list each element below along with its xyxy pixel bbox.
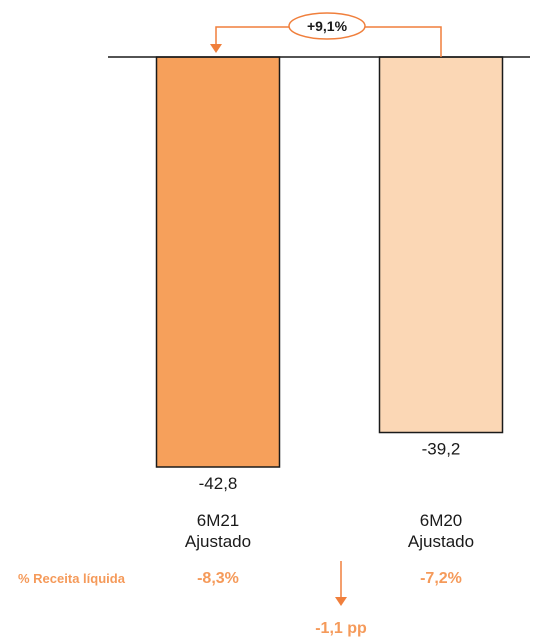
- pct-receita-value: -8,3%: [197, 570, 239, 587]
- category-label: 6M20: [420, 511, 463, 530]
- pp-diff-annotation: -1,1 pp: [315, 561, 367, 637]
- growth-annotation: +9,1%: [210, 12, 442, 57]
- pct-receita-row: % Receita líquida -8,3% -7,2%: [18, 570, 462, 587]
- pp-arrow-head: [335, 597, 347, 606]
- pct-receita-title: % Receita líquida: [18, 571, 126, 586]
- bar-1: [155, 56, 281, 468]
- bar-value-label: -39,2: [422, 440, 461, 459]
- growth-arrow-head: [210, 44, 222, 53]
- growth-label: +9,1%: [307, 18, 348, 34]
- pct-receita-value: -7,2%: [420, 570, 462, 587]
- bar-value-label: -42,8: [199, 474, 238, 493]
- bars-layer: [155, 56, 504, 468]
- category-label: Ajustado: [185, 532, 251, 551]
- pp-diff-label: -1,1 pp: [315, 620, 367, 637]
- labels-layer: -42,8 6M21 Ajustado -39,2 6M20 Ajustado: [185, 440, 474, 551]
- category-label: 6M21: [197, 511, 240, 530]
- category-label: Ajustado: [408, 532, 474, 551]
- growth-badge: [288, 12, 366, 40]
- bar-2: [378, 56, 504, 434]
